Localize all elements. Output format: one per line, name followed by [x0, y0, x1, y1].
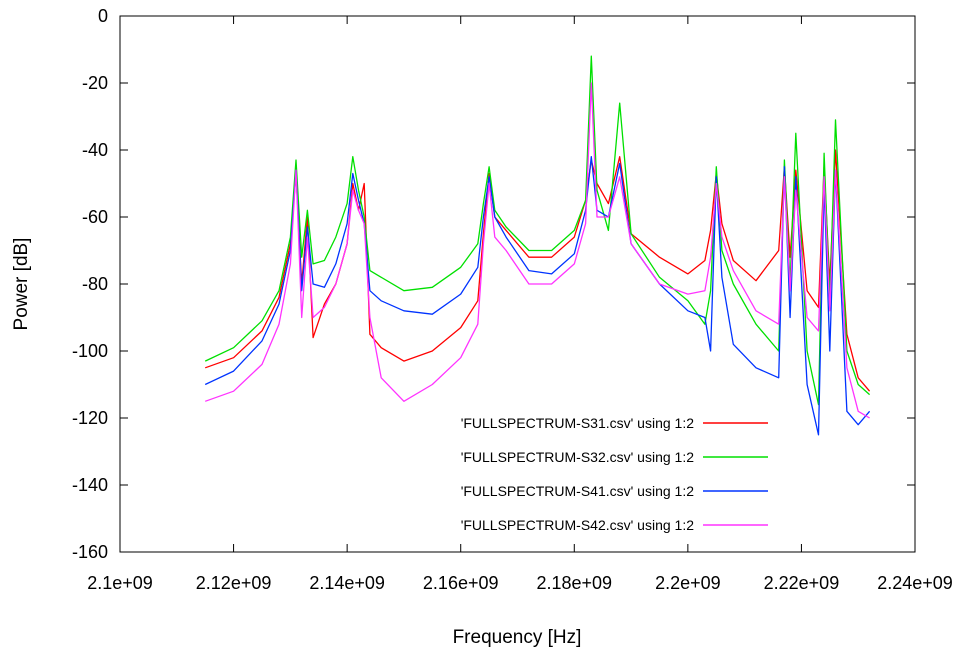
plot-area: [119, 15, 916, 553]
y-tick-label: -120: [72, 408, 108, 428]
plot-frame: [119, 15, 916, 553]
legend-label: 'FULLSPECTRUM-S32.csv' using 1:2: [461, 449, 695, 465]
x-tick-label: 2.12e+09: [196, 573, 272, 593]
x-tick-label: 2.1e+09: [87, 573, 153, 593]
y-tick-label: -20: [82, 73, 108, 93]
x-tick-label: 2.16e+09: [423, 573, 499, 593]
y-tick-label: -80: [82, 274, 108, 294]
series-line-2: [204, 55, 871, 406]
x-axis-title: Frequency [Hz]: [453, 627, 582, 648]
axis-ticks: 2.1e+09 2.12e+09 2.14e+09 2.16e+09 2.18e+09 2…: [72, 6, 953, 593]
x-tick-label: 2.24e+09: [877, 573, 953, 593]
legend-label: 'FULLSPECTRUM-S42.csv' using 1:2: [461, 517, 695, 533]
y-tick-label: -100: [72, 341, 108, 361]
series-line-4: [204, 82, 870, 419]
series-line-3: [204, 156, 871, 436]
y-tick-label: -60: [82, 207, 108, 227]
y-axis-title: Power [dB]: [11, 238, 32, 331]
y-tick-label: -40: [82, 140, 108, 160]
x-tick-label: 2.2e+09: [655, 573, 721, 593]
x-tick-label: 2.18e+09: [536, 573, 612, 593]
x-tick-label: 2.14e+09: [309, 573, 385, 593]
x-tick-label: 2.22e+09: [764, 573, 840, 593]
y-tick-label: -140: [72, 475, 108, 495]
legend-label: 'FULLSPECTRUM-S31.csv' using 1:2: [461, 415, 695, 431]
legend: 'FULLSPECTRUM-S31.csv' using 1:2 'FULLSPE…: [461, 415, 768, 533]
series-lines: [204, 55, 871, 436]
y-tick-label: 0: [98, 6, 108, 26]
legend-label: 'FULLSPECTRUM-S41.csv' using 1:2: [461, 483, 695, 499]
y-tick-label: -160: [72, 542, 108, 562]
